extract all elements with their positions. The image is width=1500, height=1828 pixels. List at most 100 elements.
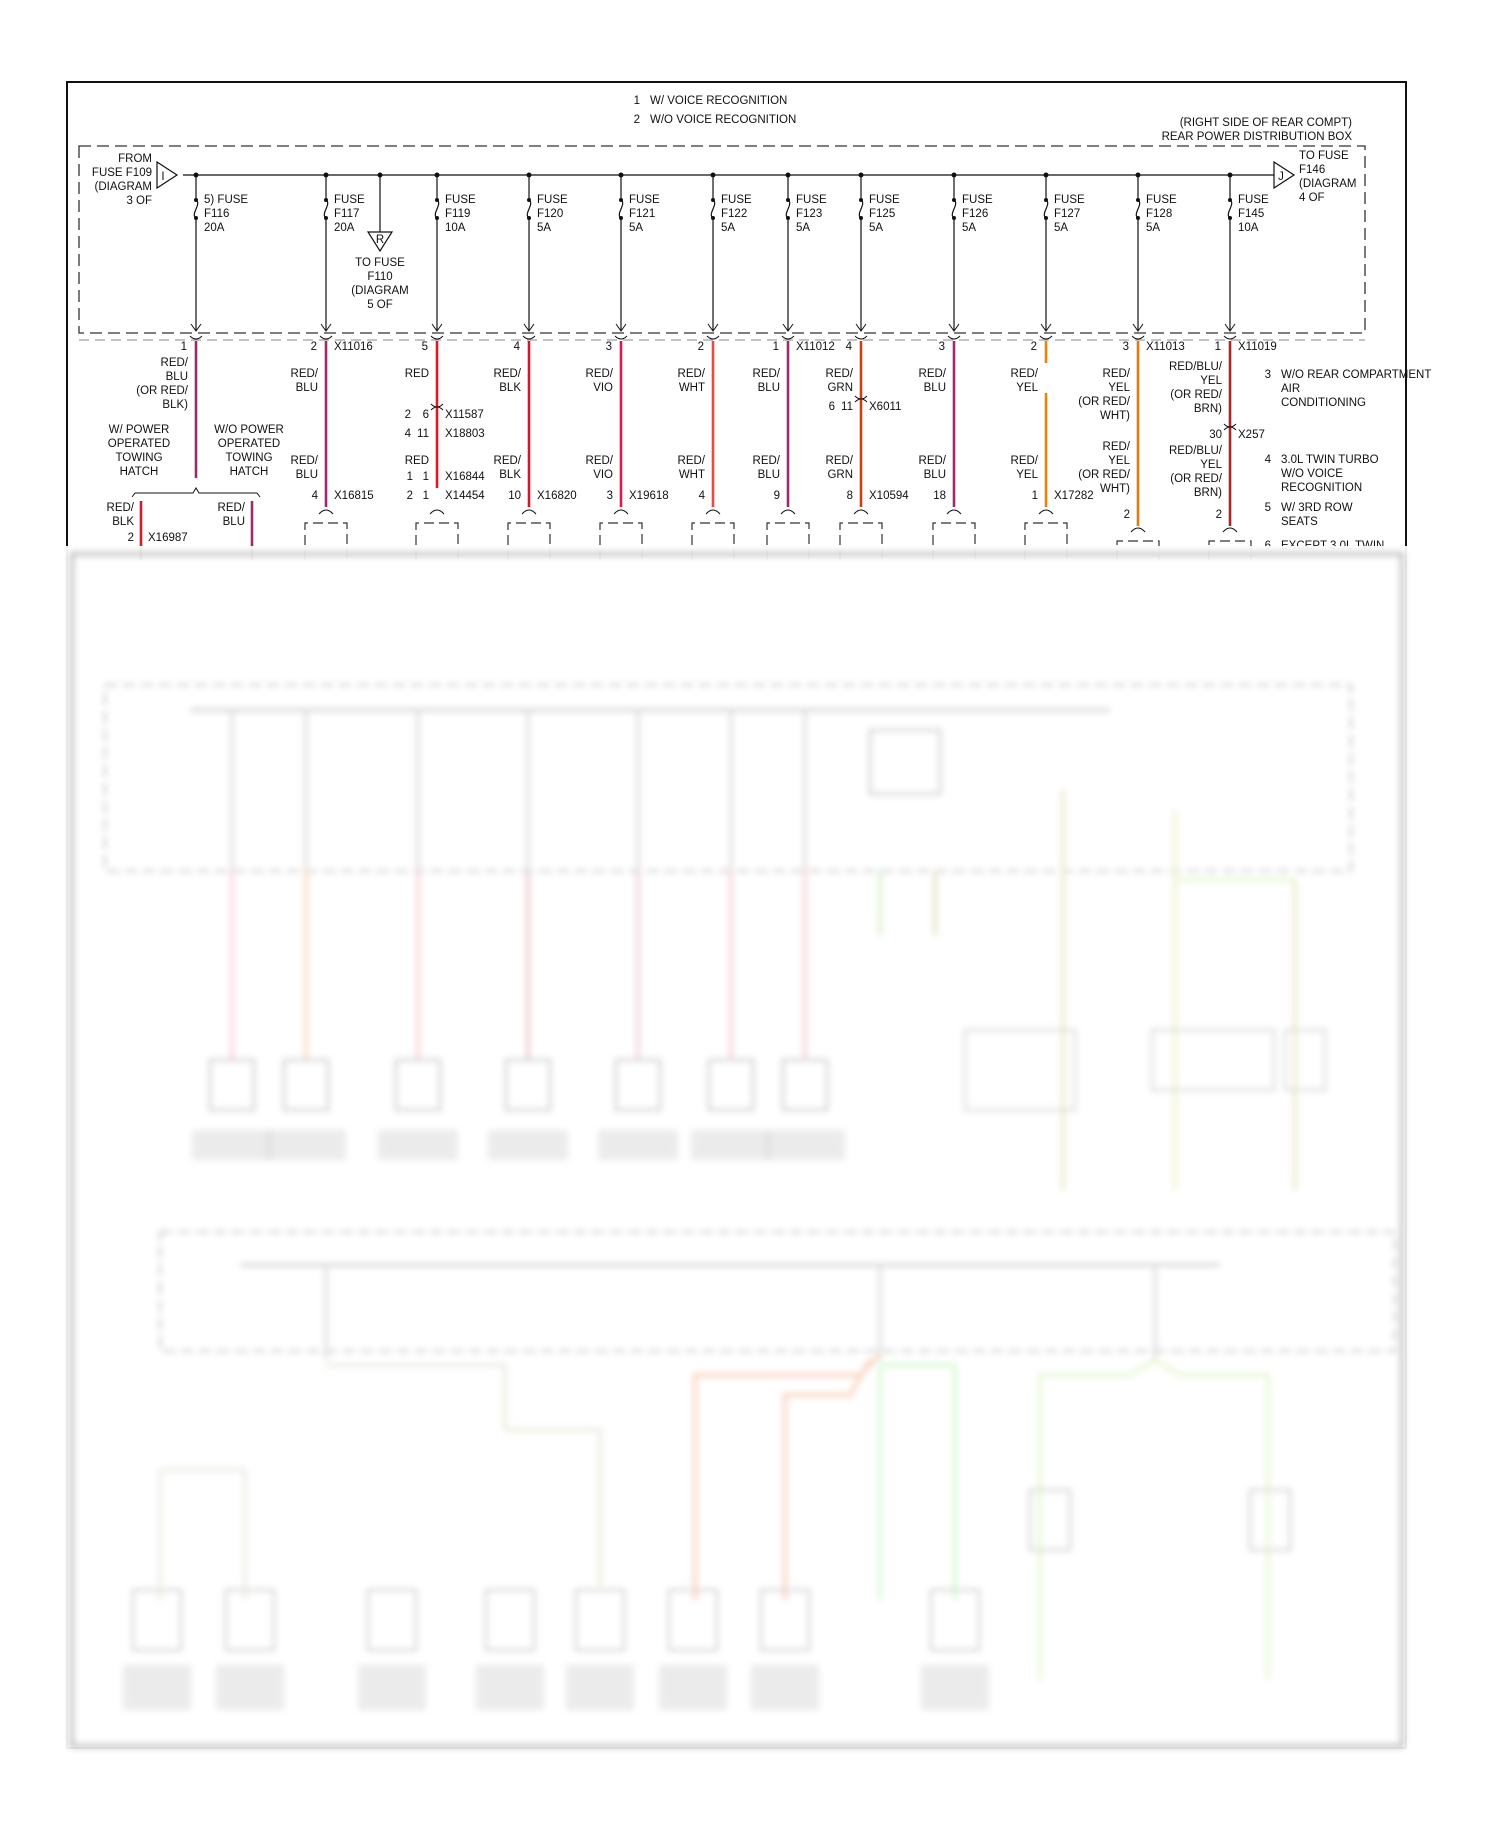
wire-color-label: RED/ bbox=[678, 368, 706, 380]
fuse-label: F117 bbox=[334, 208, 359, 220]
pin-number: 6 bbox=[423, 409, 429, 421]
component-box bbox=[367, 1589, 417, 1651]
pin-number: 3 bbox=[939, 341, 945, 353]
wire-color-label: WHT) bbox=[1100, 483, 1130, 495]
connector-cup-icon bbox=[430, 335, 444, 340]
fuse-circuit-f125: FUSE F125 5A 4 RED/GRN RED/GRN 6 11 X6011 8 X10594 bbox=[826, 172, 909, 560]
component-connector-icon bbox=[613, 509, 629, 515]
pin-number: 11 bbox=[841, 401, 853, 413]
pin-number: 4 bbox=[514, 341, 521, 353]
note-text: W/ VOICE RECOGNITION bbox=[650, 95, 787, 107]
fuse-icon bbox=[951, 199, 957, 219]
wire-color-label: BLU bbox=[223, 516, 245, 528]
connector-cup-icon bbox=[1131, 335, 1145, 340]
component-label-block bbox=[123, 1665, 191, 1710]
connector-id: X11019 bbox=[1238, 341, 1277, 353]
connector-cup-icon bbox=[614, 335, 628, 340]
inline-connector-icon bbox=[1223, 423, 1237, 431]
connector-id: X18803 bbox=[445, 428, 485, 440]
wire-color-label: RED/ bbox=[919, 455, 947, 467]
wire bbox=[158, 1468, 247, 1600]
component-box bbox=[708, 1059, 754, 1111]
box-location-label: (RIGHT SIDE OF REAR COMPT) bbox=[1180, 117, 1352, 129]
fuse-label: 5A bbox=[1054, 222, 1068, 234]
connector-cup-icon bbox=[706, 335, 720, 340]
connector-arrow-icon bbox=[782, 323, 794, 332]
connector-id: X16820 bbox=[537, 490, 577, 502]
component-label-block bbox=[378, 1130, 458, 1160]
connector-id: X19618 bbox=[629, 490, 669, 502]
fuse-icon bbox=[193, 199, 199, 219]
to-label: F146 bbox=[1299, 164, 1325, 176]
pin-number: 4 bbox=[312, 490, 319, 502]
fuse-label: F126 bbox=[962, 208, 988, 220]
option-label: HATCH bbox=[230, 466, 269, 478]
fuse-icon bbox=[526, 199, 532, 219]
pin-number: 2 bbox=[407, 490, 413, 502]
wire-color-label: GRN bbox=[827, 469, 853, 481]
component-label-block bbox=[476, 1665, 544, 1710]
wire-color-label: BLU bbox=[924, 469, 946, 481]
component-label-block bbox=[216, 1665, 284, 1710]
note-text: W/ 3RD ROW bbox=[1281, 502, 1353, 514]
tap-letter: R bbox=[376, 234, 384, 246]
component-outline bbox=[304, 522, 348, 560]
component-box bbox=[575, 1589, 625, 1651]
fuse-label: 20A bbox=[204, 222, 225, 234]
component-box bbox=[615, 1059, 661, 1111]
pin-number: 1 bbox=[1215, 341, 1221, 353]
wire-color-label: RED/ bbox=[494, 455, 522, 467]
to-label: TO FUSE bbox=[1299, 150, 1349, 162]
component-outline bbox=[932, 522, 976, 560]
wire-color-label: RED/ bbox=[826, 455, 854, 467]
pin-number: 3 bbox=[606, 341, 612, 353]
component-label-block bbox=[691, 1130, 771, 1160]
fuse-label: FUSE bbox=[334, 194, 365, 206]
component-outline bbox=[507, 522, 551, 560]
component-connector-icon bbox=[780, 509, 796, 515]
fuse-circuit-f145: FUSE F145 10A 1 X11019 RED/BLU/YEL (OR RED/BRN… bbox=[1169, 172, 1277, 560]
wire-color-label: YEL bbox=[1016, 382, 1038, 394]
branch-bracket bbox=[131, 487, 261, 498]
fuse-circuit-f128: FUSE F128 5A 3 X11013 RED/YEL (OR RED/WHT) RED/… bbox=[1078, 172, 1185, 560]
control-module-outline bbox=[104, 684, 1352, 872]
fuse-icon bbox=[618, 199, 624, 219]
wire-color-label: BLK) bbox=[162, 399, 188, 411]
component-outline bbox=[766, 522, 810, 560]
fuse-label: F145 bbox=[1238, 208, 1264, 220]
component-label-block bbox=[765, 1130, 845, 1160]
note-text: AIR bbox=[1281, 383, 1300, 395]
wire-color-label: BLK bbox=[112, 516, 134, 528]
fuse-label: 10A bbox=[445, 222, 466, 234]
note-text: W/O VOICE bbox=[1281, 468, 1343, 480]
connector-arrow-icon bbox=[523, 323, 535, 332]
tap-label: F110 bbox=[367, 271, 392, 283]
fuse-icon bbox=[1135, 199, 1141, 219]
fuse-icon bbox=[710, 199, 716, 219]
wire-color-label: WHT bbox=[679, 469, 705, 481]
connector-id: X16815 bbox=[334, 490, 374, 502]
wire-color-label: BLK bbox=[499, 469, 521, 481]
fuse-label: 5A bbox=[537, 222, 551, 234]
fuse-icon bbox=[1227, 199, 1233, 219]
fuse-label: FUSE bbox=[629, 194, 660, 206]
pin-number: 6 bbox=[829, 401, 835, 413]
component-box bbox=[964, 1029, 1076, 1111]
note-number: 1 bbox=[634, 95, 640, 107]
pin-number: 11 bbox=[417, 428, 429, 440]
wire-color-label: YEL bbox=[1108, 382, 1130, 394]
pin-number: 4 bbox=[846, 341, 853, 353]
component-connector-icon bbox=[1130, 527, 1146, 533]
fuse-label: 5A bbox=[796, 222, 810, 234]
pin-number: 1 bbox=[423, 471, 429, 483]
to-letter: J bbox=[1278, 171, 1284, 183]
pin-number: 2 bbox=[405, 409, 411, 421]
fuse-label: 20A bbox=[334, 222, 355, 234]
component-connector-icon bbox=[429, 509, 445, 515]
note-text: RECOGNITION bbox=[1281, 482, 1362, 494]
towing-hatch-branch: W/ POWER OPERATED TOWING HATCH W/O POWER OPER… bbox=[107, 424, 284, 560]
from-connector-arrow-icon bbox=[156, 160, 179, 190]
fuse-circuit-f127: FUSE F127 5A 2 RED/YEL RED/YEL 1 X17282 bbox=[1011, 172, 1094, 560]
pin-number: 3 bbox=[1123, 341, 1129, 353]
power-distribution-section: 1 W/ VOICE RECOGNITION 2 W/O VOICE RECOGNIT… bbox=[62, 95, 1431, 1751]
